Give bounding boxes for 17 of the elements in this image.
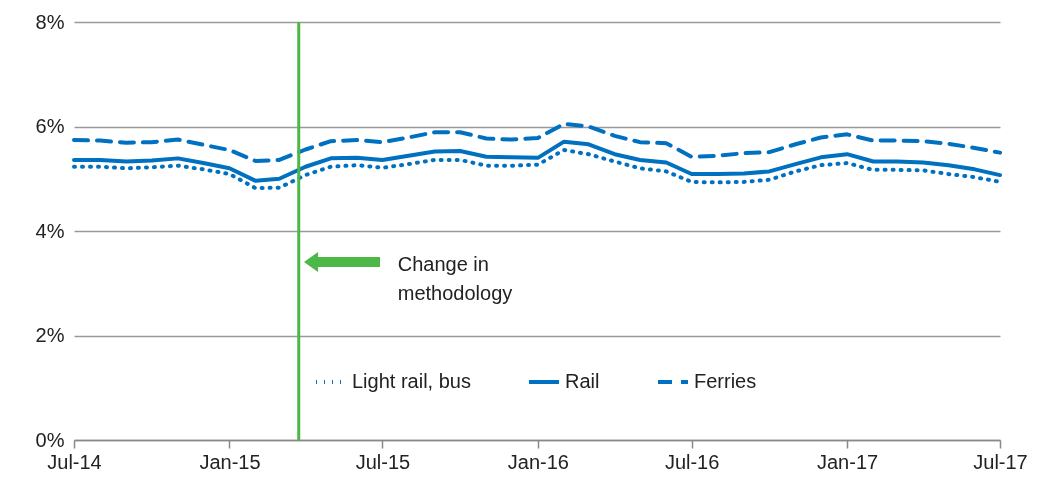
x-tick-label: Jul-17 bbox=[973, 450, 1028, 473]
x-tick-label: Jan-16 bbox=[507, 450, 569, 473]
legend-label: Light rail, bus bbox=[352, 370, 471, 392]
annotation: Change in methodology bbox=[397, 252, 514, 306]
y-tick-label: 2% bbox=[35, 324, 65, 346]
x-tick-label: Jul-14 bbox=[47, 450, 102, 473]
legend-label: Ferries bbox=[694, 370, 757, 392]
legend-label: Rail bbox=[565, 370, 600, 392]
y-tick-label: 4% bbox=[35, 219, 65, 242]
x-tick-label: Jan-15 bbox=[199, 450, 261, 473]
y-tick-label: 0% bbox=[35, 428, 65, 451]
line-series bbox=[72, 121, 1002, 163]
x-tick-label: Jul-16 bbox=[664, 450, 720, 473]
x-tick-label: Jul-15 bbox=[355, 450, 411, 473]
y-tick-label: 6% bbox=[35, 115, 65, 137]
x-tick-label: Jan-17 bbox=[817, 450, 879, 473]
y-tick-label: 8% bbox=[35, 10, 65, 33]
